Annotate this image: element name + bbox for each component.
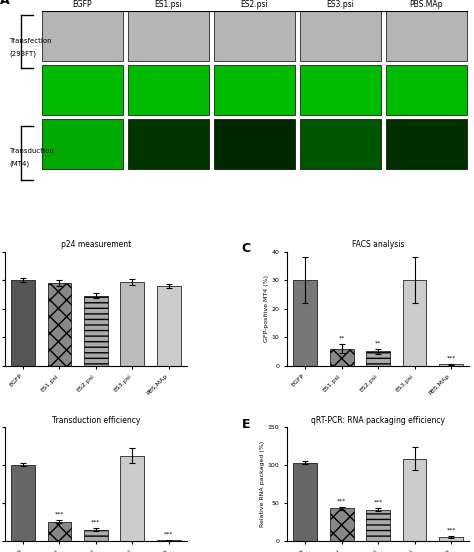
Text: Transfection: Transfection (9, 38, 52, 44)
Text: **: ** (338, 336, 345, 341)
Text: Transduction: Transduction (9, 148, 54, 154)
Bar (293, 463, 317, 541)
Bar (439, 364, 463, 365)
Text: PBS.MAp: PBS.MAp (410, 0, 443, 9)
Text: E: E (242, 418, 250, 431)
Bar (84, 529, 108, 541)
Text: ***: *** (55, 512, 64, 517)
Title: qRT-PCR: RNA packaging efficiency: qRT-PCR: RNA packaging efficiency (311, 416, 445, 424)
Bar (120, 456, 144, 541)
Text: ***: *** (337, 498, 346, 503)
Text: EGFP: EGFP (73, 0, 92, 9)
Y-axis label: Relative RNA packaged (%): Relative RNA packaged (%) (260, 441, 265, 527)
Text: C: C (242, 242, 251, 256)
Bar (330, 508, 354, 541)
Text: ES1.psi: ES1.psi (155, 0, 182, 9)
Title: FACS analysis: FACS analysis (352, 240, 404, 250)
Bar (330, 348, 354, 365)
Text: **: ** (375, 340, 381, 345)
Bar (366, 352, 390, 365)
Bar (47, 283, 71, 365)
Text: (MT4): (MT4) (9, 160, 29, 167)
Text: ***: *** (164, 532, 173, 537)
Title: Transduction efficiency: Transduction efficiency (52, 416, 140, 424)
Text: ***: *** (447, 528, 456, 533)
Text: ES3.psi: ES3.psi (327, 0, 354, 9)
Text: ***: *** (91, 519, 100, 524)
Bar (84, 296, 108, 365)
Bar (157, 540, 181, 541)
Bar (11, 280, 35, 365)
Text: ***: *** (447, 355, 456, 360)
Title: p24 measurement: p24 measurement (61, 240, 131, 250)
Y-axis label: GFP-positive MT4 (%): GFP-positive MT4 (%) (264, 275, 269, 342)
Bar (439, 537, 463, 541)
Bar (403, 459, 427, 541)
Bar (366, 509, 390, 541)
Bar (11, 465, 35, 541)
Text: ES2.psi: ES2.psi (240, 0, 268, 9)
Bar (120, 282, 144, 365)
Bar (47, 522, 71, 541)
Bar (293, 280, 317, 365)
Text: ***: *** (374, 500, 383, 505)
Bar (157, 286, 181, 365)
Text: (293FT): (293FT) (9, 51, 36, 57)
Bar (403, 280, 427, 365)
Text: A: A (0, 0, 10, 8)
